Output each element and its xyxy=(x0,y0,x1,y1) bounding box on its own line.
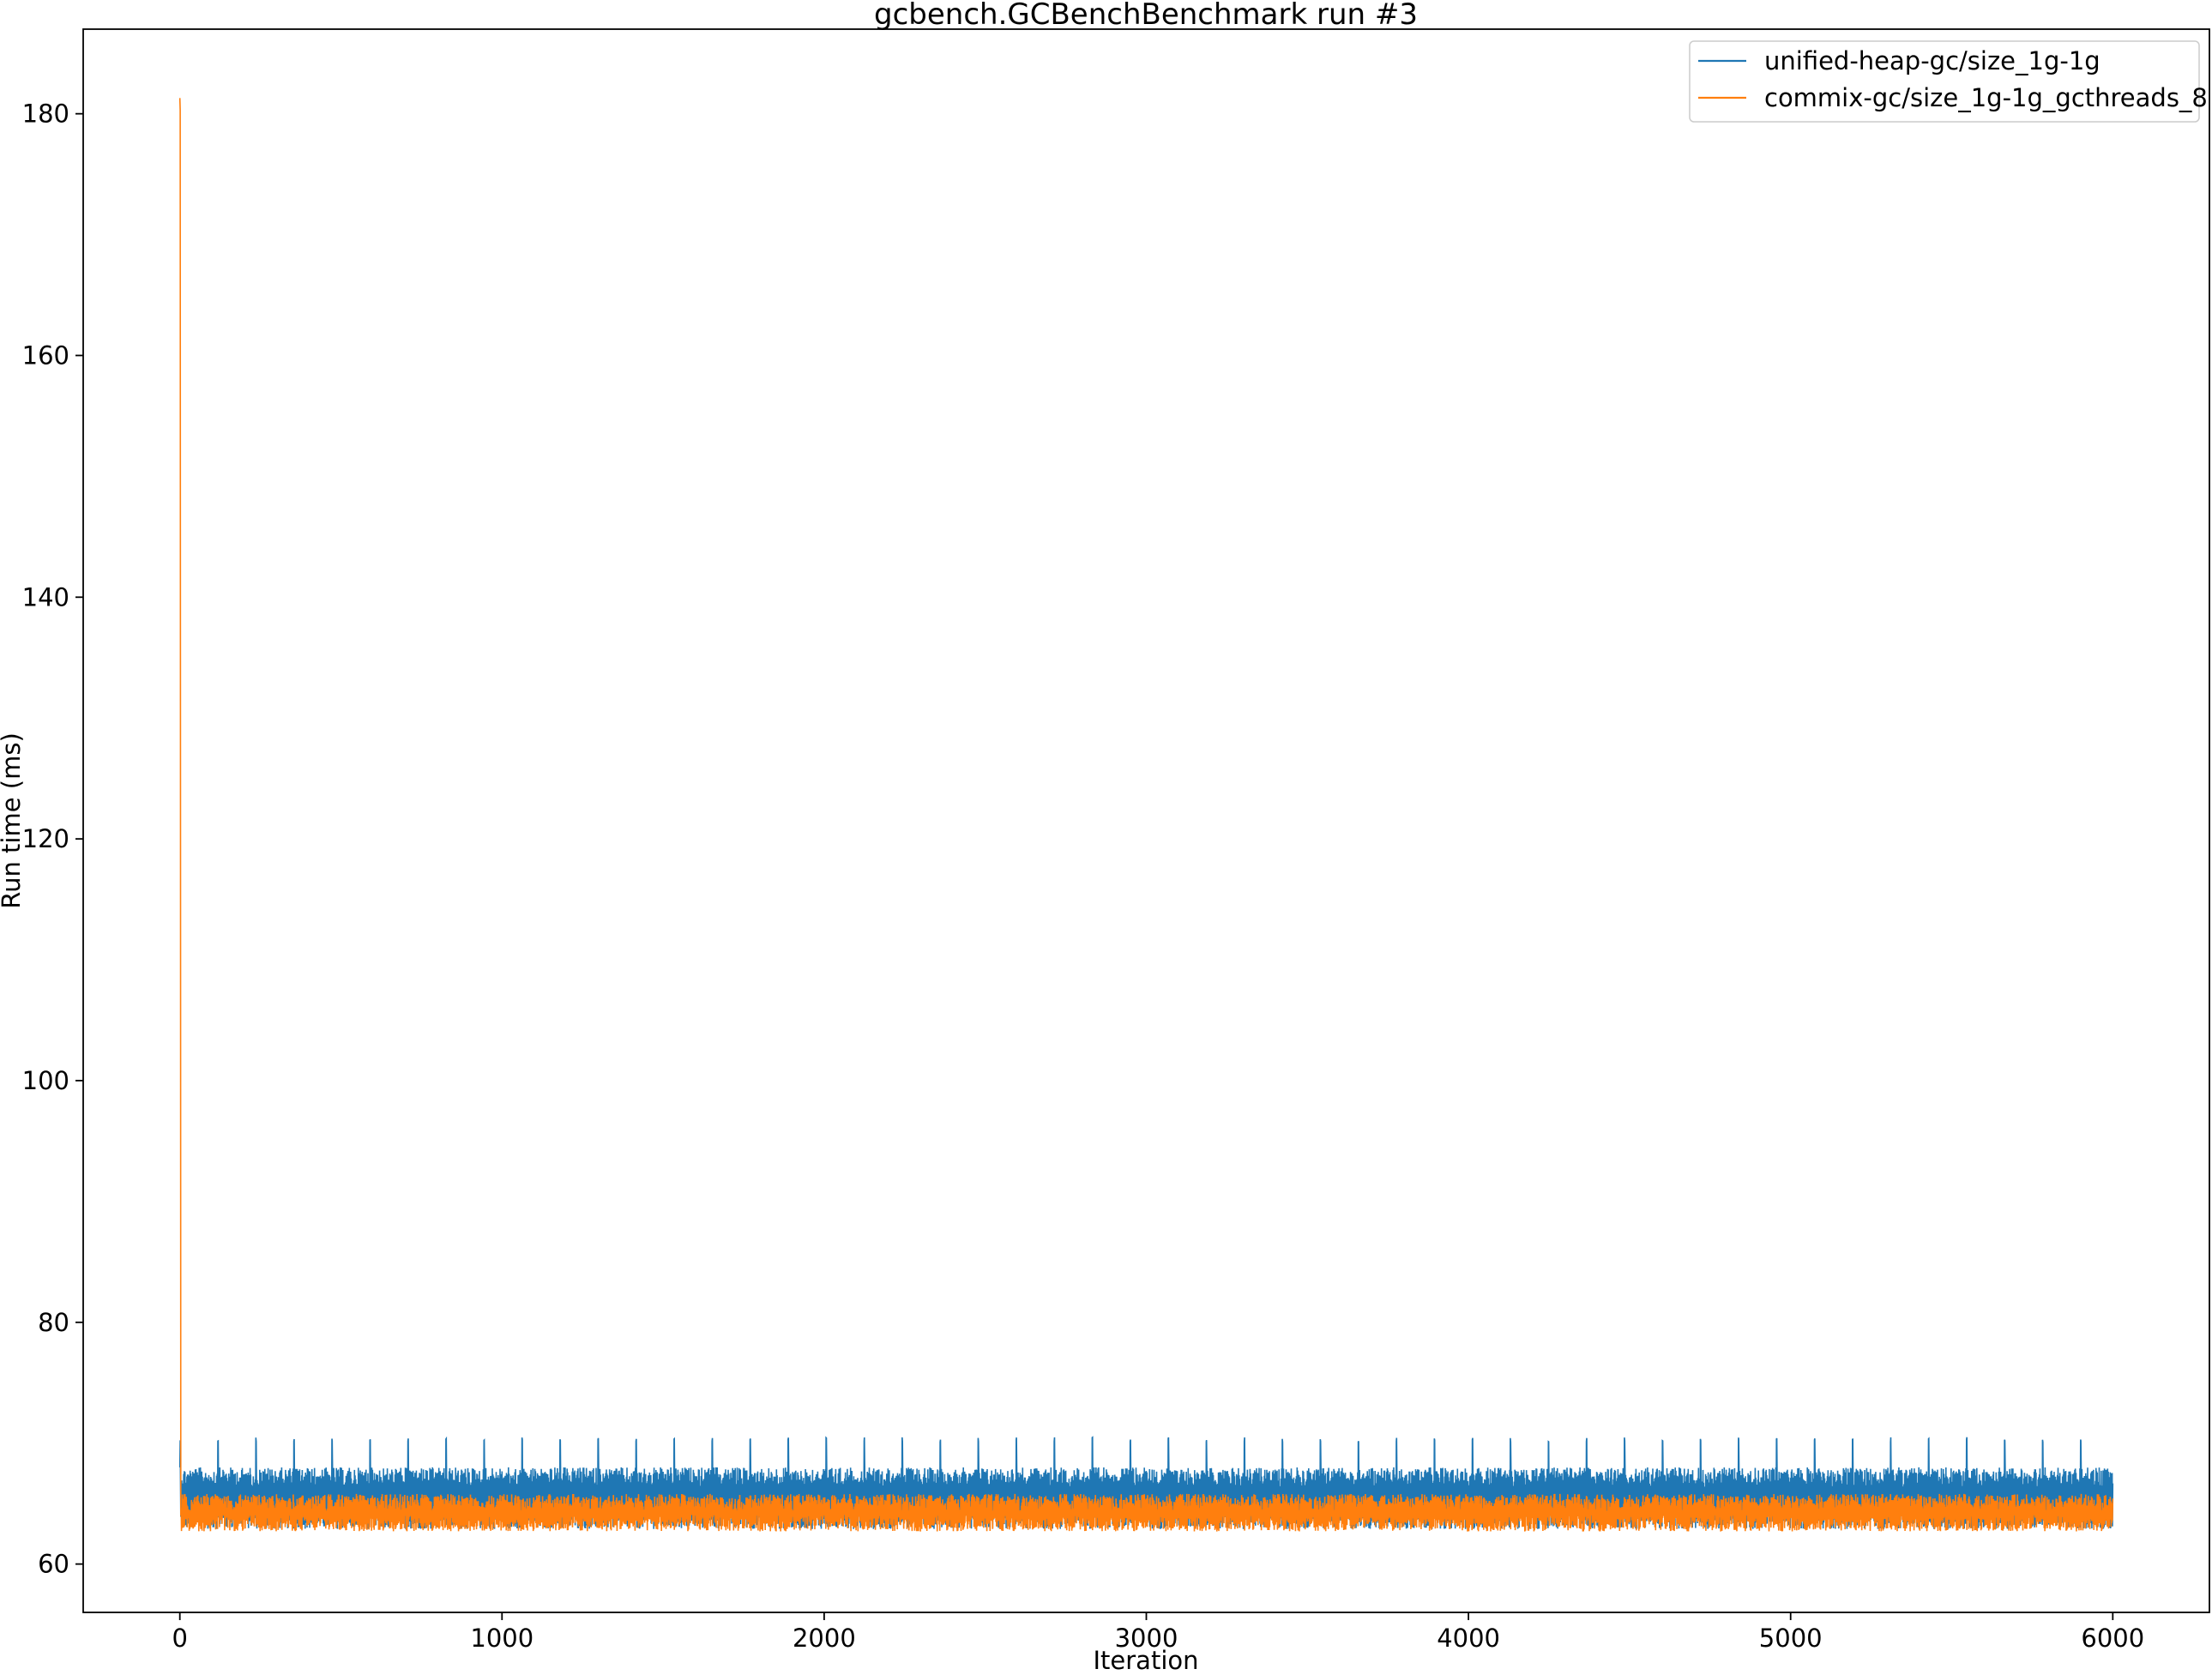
chart-title: gcbench.GCBenchBenchmark run #3 xyxy=(874,0,1418,32)
legend: unified-heap-gc/size_1g-1g commix-gc/siz… xyxy=(1689,40,2208,123)
y-tick-label: 180 xyxy=(22,99,69,129)
x-tick-label: 0 xyxy=(172,1624,187,1653)
series-line-unified-heap xyxy=(178,1436,2114,1529)
y-tick-label: 120 xyxy=(22,824,69,853)
legend-label-commix: commix-gc/size_1g-1g_gcthreads_8 xyxy=(1764,83,2208,112)
x-tick-label: 3000 xyxy=(1115,1624,1178,1653)
y-tick-label: 60 xyxy=(38,1550,69,1579)
y-tick-label: 80 xyxy=(38,1308,69,1337)
y-tick-label: 140 xyxy=(22,582,69,612)
series-line-commix xyxy=(178,98,2114,1532)
x-tick-label: 2000 xyxy=(793,1624,856,1653)
plot-frame xyxy=(82,28,2210,1613)
y-axis-label: Run time (ms) xyxy=(0,732,26,909)
x-tick-label: 1000 xyxy=(470,1624,533,1653)
x-tick-label: 4000 xyxy=(1437,1624,1500,1653)
series-layer xyxy=(178,98,2114,1532)
x-axis-label: Iteration xyxy=(1093,1646,1198,1675)
x-ticks: 0 1000 2000 3000 4000 5000 6000 xyxy=(172,1612,2144,1653)
legend-label-unified-heap: unified-heap-gc/size_1g-1g xyxy=(1764,46,2100,75)
y-ticks: 60 80 100 120 140 160 180 xyxy=(22,99,83,1579)
x-tick-label: 6000 xyxy=(2081,1624,2144,1653)
x-tick-label: 5000 xyxy=(1759,1624,1823,1653)
legend-box xyxy=(1689,40,2200,123)
y-tick-label: 100 xyxy=(22,1066,69,1095)
plot-area xyxy=(82,28,2210,1613)
y-tick-label: 160 xyxy=(22,340,69,370)
